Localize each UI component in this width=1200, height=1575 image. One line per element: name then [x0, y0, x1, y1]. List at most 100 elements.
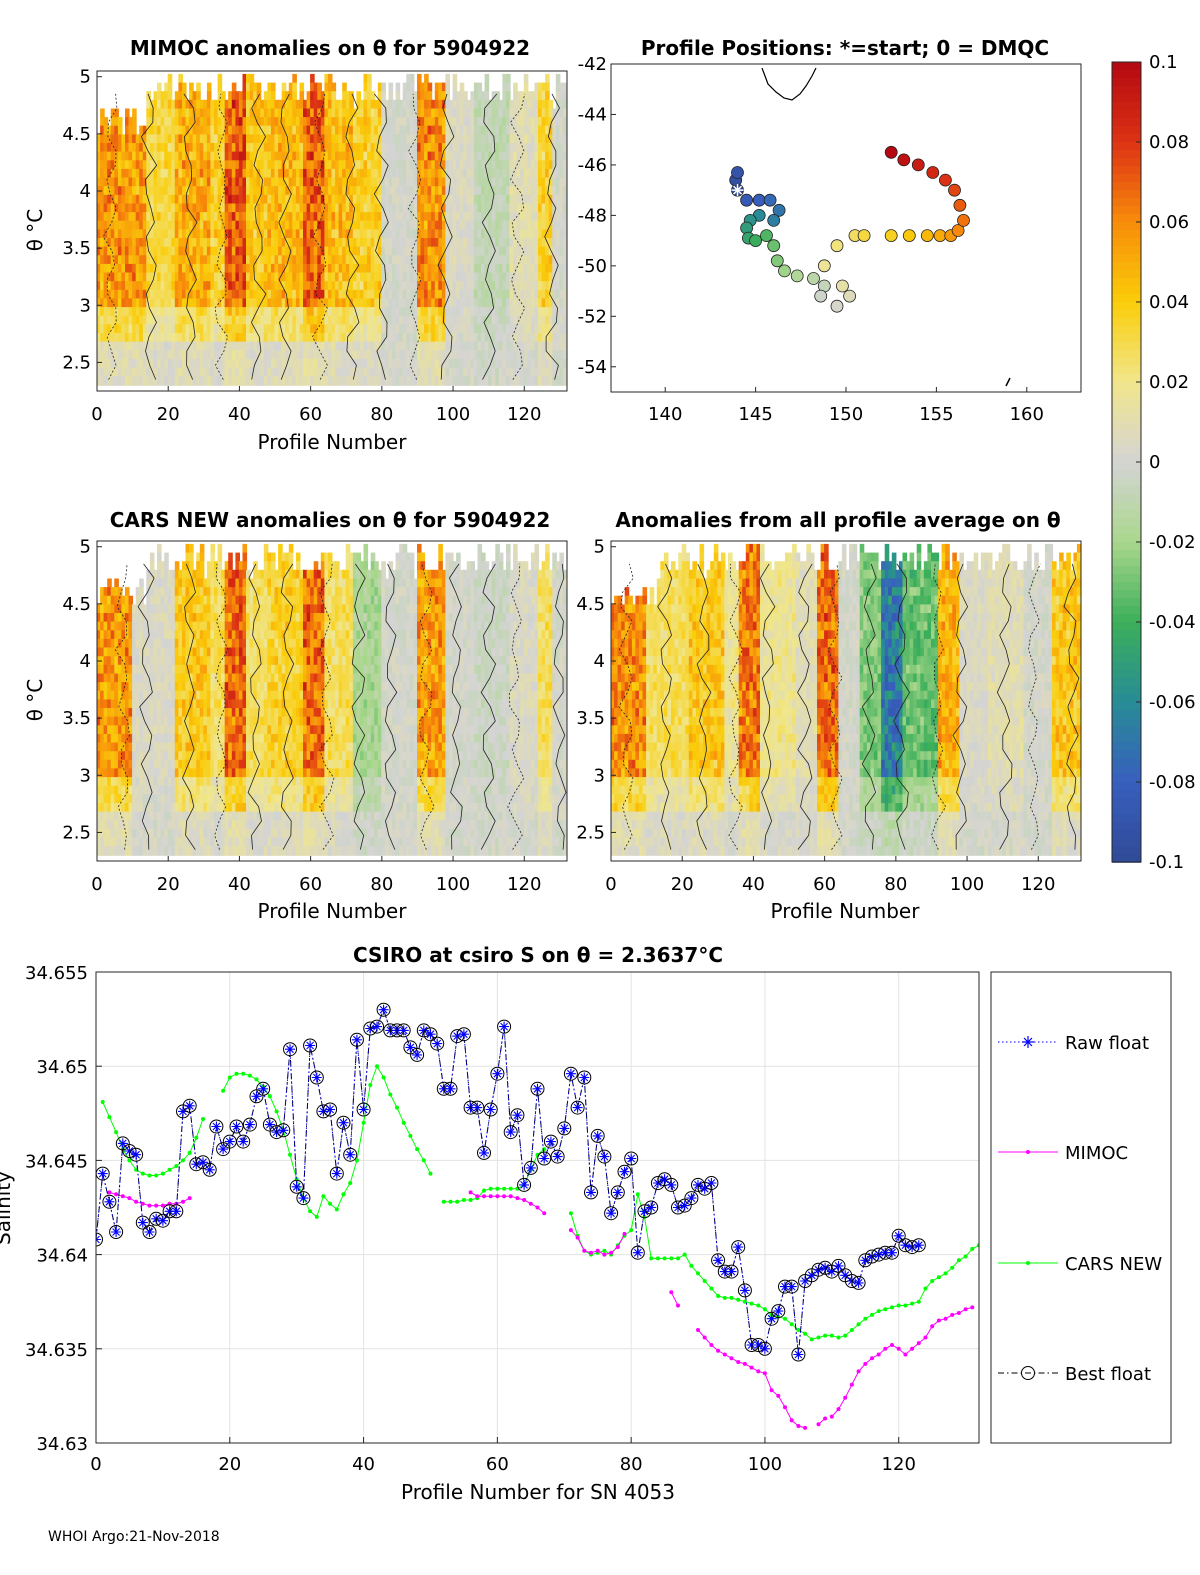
colorbar-strip — [1112, 126, 1141, 135]
heatmap-cell — [97, 699, 102, 709]
heatmap-cell — [498, 281, 504, 291]
heatmap-cell — [562, 151, 567, 162]
heatmap-cell — [392, 333, 397, 343]
heatmap-cell — [97, 630, 102, 640]
heatmap-cell — [313, 177, 319, 188]
heatmap-cell — [164, 143, 169, 153]
heatmap-cell — [278, 367, 283, 378]
heatmap-cell — [498, 324, 504, 334]
heatmap-cell — [303, 125, 308, 136]
heatmap-cell — [203, 186, 208, 196]
heatmap-cell — [107, 281, 112, 291]
colorbar-strip — [1112, 182, 1141, 191]
heatmap-cell — [132, 168, 137, 179]
heatmap-cell — [327, 255, 333, 265]
heatmap-cell — [520, 298, 525, 308]
heatmap-cell — [409, 350, 415, 360]
heatmap-cell — [97, 673, 102, 684]
heatmap-cell — [114, 151, 119, 162]
heatmap-cell — [263, 376, 269, 386]
heatmap-cell — [182, 367, 187, 378]
heatmap-cell — [221, 307, 226, 317]
heatmap-cell — [128, 333, 134, 343]
heatmap-cell — [135, 341, 141, 352]
colorbar-strip — [1112, 102, 1141, 111]
heatmap-cell — [117, 716, 123, 727]
heatmap-cell — [249, 358, 255, 369]
heatmap-cell — [164, 298, 169, 308]
heatmap-cell — [320, 117, 326, 127]
heatmap-cell — [135, 212, 141, 222]
heatmap-cell — [149, 151, 155, 162]
heatmap-cell — [409, 220, 415, 231]
heatmap-cell — [117, 315, 123, 326]
heatmap-cell — [513, 212, 518, 222]
heatmap-cell — [317, 281, 322, 291]
heatmap-cell — [288, 168, 294, 179]
heatmap-cell — [246, 73, 251, 84]
heatmap-cell — [107, 376, 112, 386]
heatmap-cell — [281, 350, 287, 360]
heatmap-cell — [100, 376, 105, 386]
x-tick-label: 150 — [829, 404, 863, 425]
heatmap-cell — [274, 212, 280, 222]
heatmap-cell — [303, 281, 308, 291]
heatmap-cell — [303, 263, 308, 274]
heatmap-cell — [370, 246, 376, 257]
heatmap-cell — [185, 333, 191, 343]
heatmap-cell — [210, 307, 215, 317]
heatmap-cell — [142, 367, 148, 378]
heatmap-cell — [171, 108, 176, 119]
heatmap-cell — [306, 263, 312, 274]
heatmap-cell — [502, 160, 507, 170]
heatmap-cell — [178, 246, 183, 257]
heatmap-cell — [221, 315, 226, 326]
heatmap-cell — [445, 281, 450, 291]
heatmap-cell — [331, 246, 337, 257]
heatmap-cell — [463, 125, 468, 136]
heatmap-cell — [438, 220, 443, 231]
heatmap-cell — [306, 203, 312, 214]
heatmap-cell — [324, 333, 329, 343]
heatmap-cell — [281, 263, 287, 274]
heatmap-cell — [384, 168, 390, 179]
heatmap-cell — [392, 324, 397, 334]
heatmap-cell — [295, 315, 301, 326]
heatmap-cell — [409, 117, 415, 127]
heatmap-cell — [157, 367, 162, 378]
heatmap-cell — [335, 298, 340, 308]
heatmap-cell — [203, 168, 208, 179]
heatmap-cell — [114, 194, 119, 205]
heatmap-cell — [520, 108, 525, 119]
heatmap-cell — [320, 186, 326, 196]
heatmap-cell — [349, 315, 354, 326]
heatmap-cell — [246, 350, 251, 360]
heatmap-cell — [541, 117, 547, 127]
heatmap-cell — [363, 307, 369, 317]
heatmap-cell — [253, 194, 258, 205]
heatmap-cell — [256, 212, 262, 222]
heatmap-cell — [363, 117, 369, 127]
heatmap-cell — [167, 289, 173, 300]
heatmap-cell — [534, 168, 540, 179]
heatmap-cell — [199, 246, 205, 257]
heatmap-cell — [157, 186, 162, 196]
heatmap-cell — [495, 134, 500, 144]
heatmap-cell — [530, 203, 536, 214]
heatmap-cell — [384, 177, 390, 188]
heatmap-cell — [427, 263, 433, 274]
heatmap-cell — [97, 376, 102, 386]
heatmap-cell — [473, 229, 479, 239]
heatmap-cell — [409, 367, 415, 378]
heatmap-cell — [559, 99, 564, 110]
heatmap-cell — [221, 160, 226, 170]
heatmap-cell — [221, 289, 226, 300]
heatmap-cell — [299, 134, 305, 144]
heatmap-cell — [103, 673, 109, 684]
heatmap-cell — [466, 255, 472, 265]
heatmap-cell — [206, 263, 212, 274]
heatmap-cell — [488, 263, 493, 274]
heatmap-cell — [107, 820, 112, 830]
heatmap-cell — [114, 751, 119, 761]
heatmap-cell — [427, 289, 433, 300]
